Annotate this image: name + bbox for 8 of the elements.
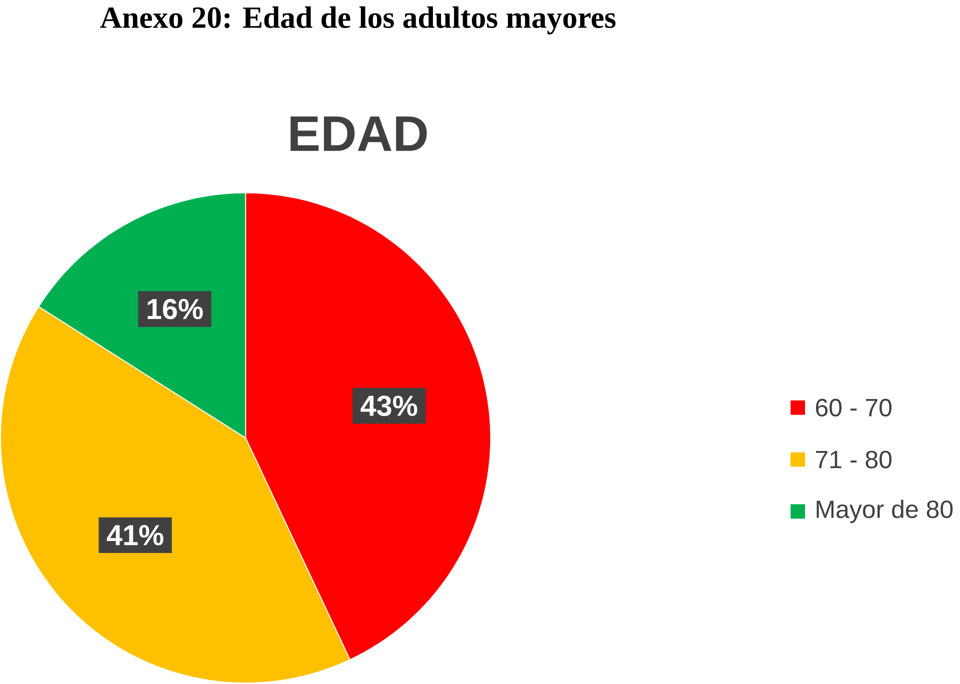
legend-label: 60 - 70 — [816, 399, 892, 417]
data-label: 41% — [106, 525, 164, 546]
legend-label: 71 - 80 — [816, 450, 892, 469]
data-label: 43% — [360, 396, 418, 416]
legend-label: Mayor de 80 — [816, 500, 953, 524]
text: Anexo 20: Edad de los adultos mayores — [100, 6, 616, 35]
data-label: 16% — [148, 299, 203, 320]
chart-title: EDAD — [290, 116, 427, 152]
